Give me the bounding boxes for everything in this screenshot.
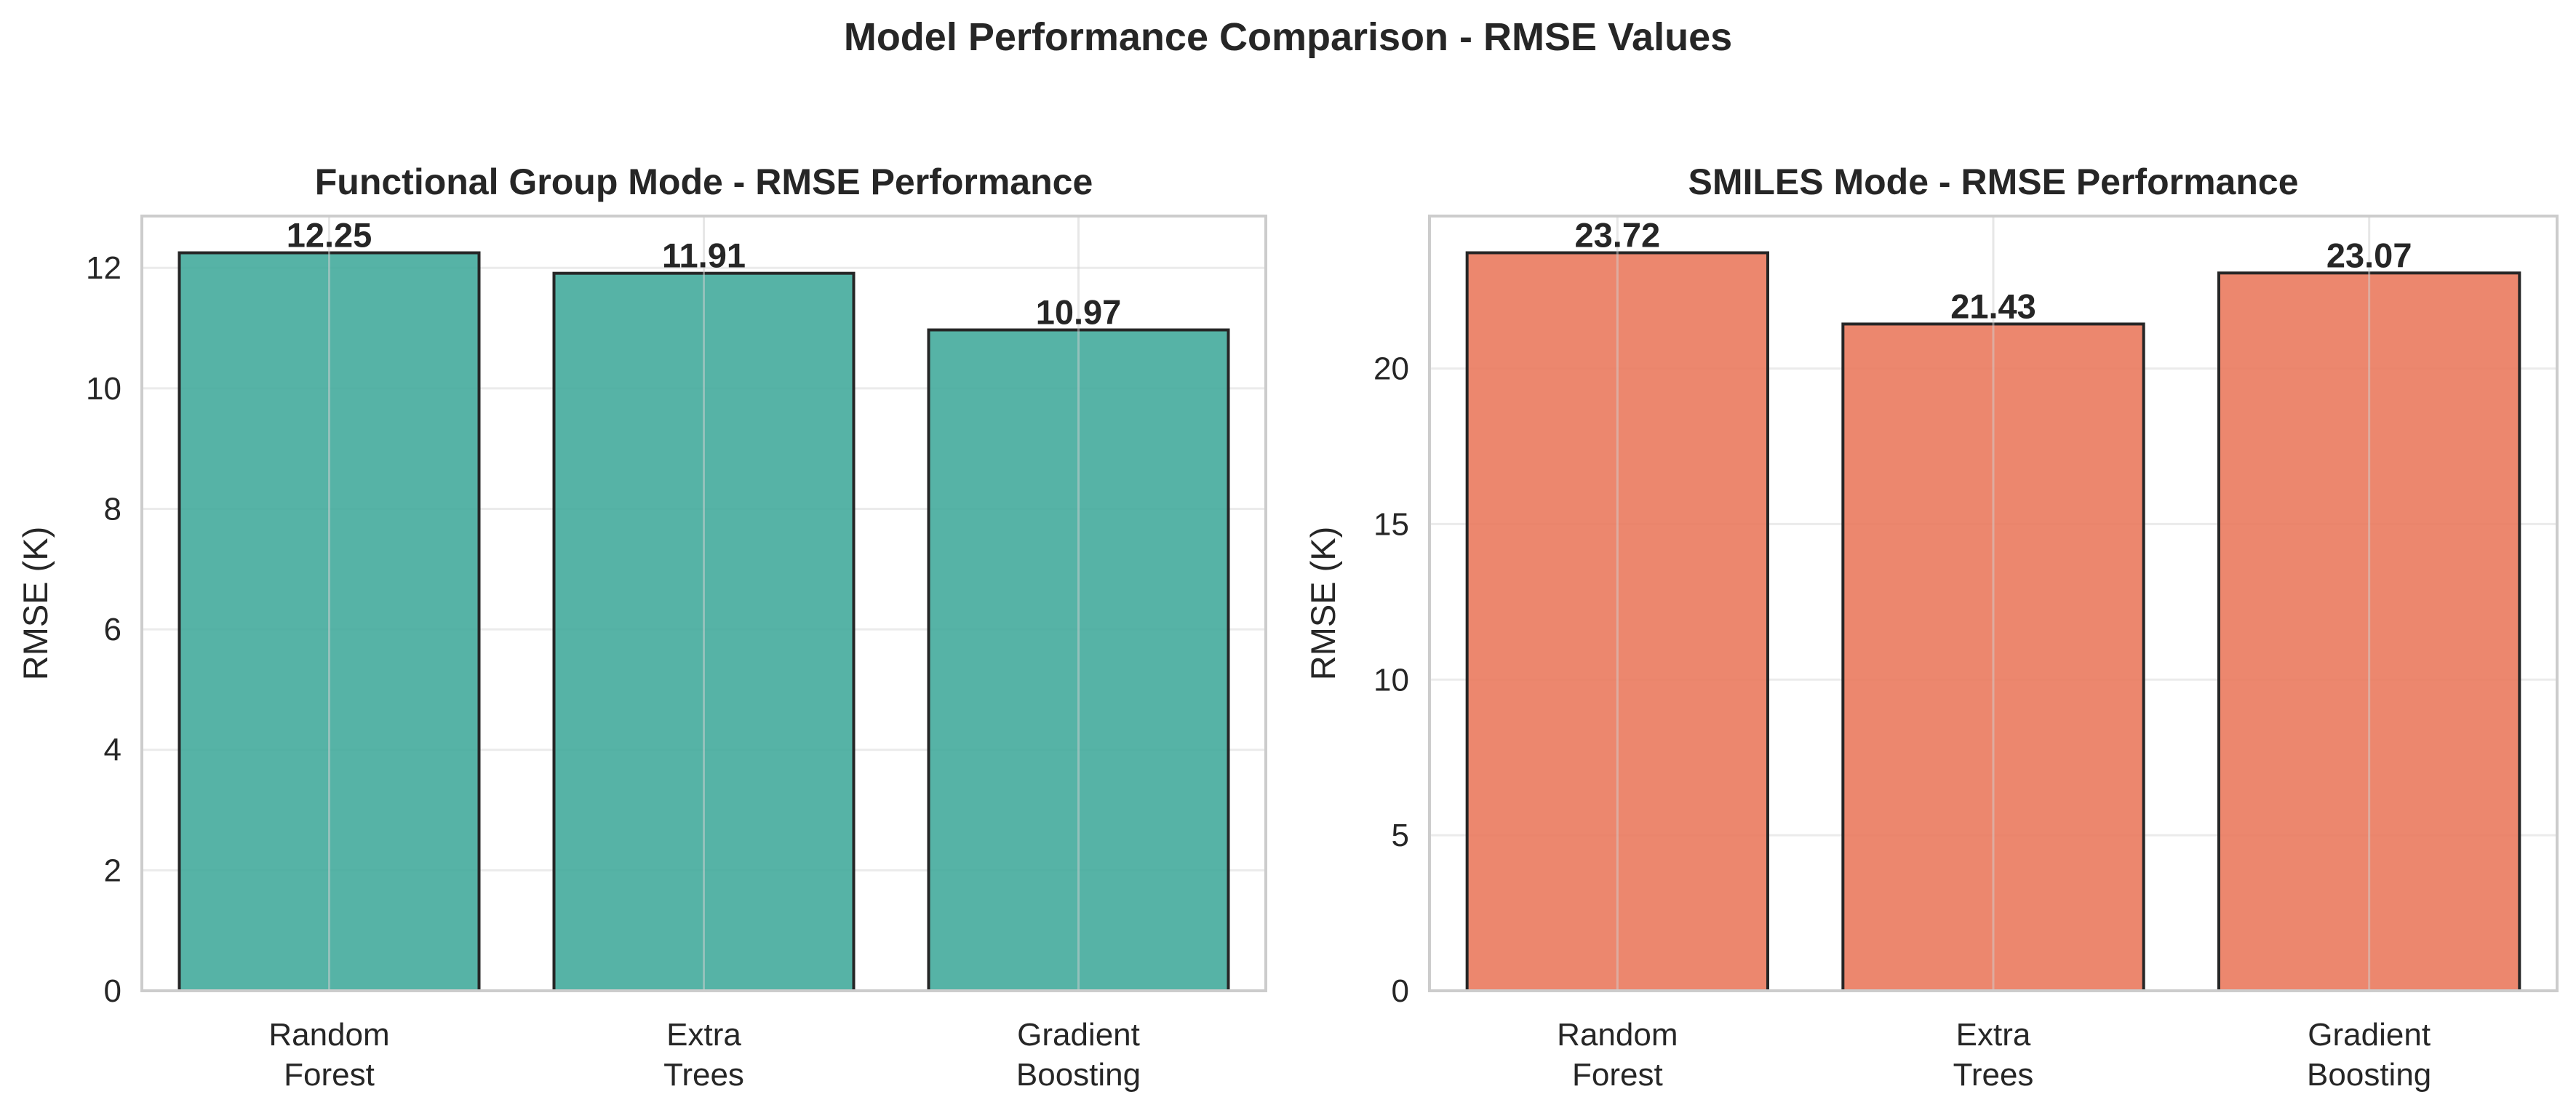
axes-frame bbox=[140, 215, 1267, 992]
y-tick-label: 0 bbox=[1392, 973, 1409, 1009]
y-tick-label: 0 bbox=[104, 973, 121, 1009]
x-tick-label: Random Forest bbox=[1557, 1017, 1678, 1093]
panel-title: SMILES Mode - RMSE Performance bbox=[1688, 161, 2298, 202]
figure-title: Model Performance Comparison - RMSE Valu… bbox=[843, 15, 1733, 59]
bar-value-label: 23.07 bbox=[2326, 236, 2412, 274]
x-tick-label: Random Forest bbox=[268, 1017, 389, 1093]
x-tick-label: Gradient Boosting bbox=[1016, 1017, 1141, 1093]
bar-value-label: 21.43 bbox=[1950, 287, 2036, 325]
y-tick-label: 15 bbox=[1373, 506, 1409, 542]
x-tick-label: Gradient Boosting bbox=[2307, 1017, 2431, 1093]
bar-value-label: 11.91 bbox=[662, 236, 746, 275]
y-tick-label: 20 bbox=[1373, 351, 1409, 387]
y-tick-label: 4 bbox=[104, 733, 121, 768]
y-tick-label: 8 bbox=[104, 491, 121, 527]
chart-panel-functional-group: 0 2 4 6 8 10 12 12.25 11.91 10.97 Random Forest Extr… bbox=[16, 161, 1267, 1093]
y-axis-label: RMSE (K) bbox=[1304, 527, 1342, 681]
y-tick-label: 10 bbox=[1373, 662, 1409, 698]
axes-frame bbox=[1428, 215, 2559, 992]
panel-title: Functional Group Mode - RMSE Performance bbox=[315, 161, 1093, 202]
bar-value-label: 23.72 bbox=[1575, 215, 1661, 254]
y-tick-label: 5 bbox=[1392, 818, 1409, 853]
x-tick-label: Extra Trees bbox=[1953, 1017, 2034, 1093]
y-tick-label: 10 bbox=[86, 371, 121, 407]
bar-value-label: 10.97 bbox=[1036, 293, 1122, 332]
y-tick-label: 6 bbox=[104, 612, 121, 647]
y-tick-label: 2 bbox=[104, 853, 121, 888]
y-tick-label: 12 bbox=[86, 250, 121, 286]
bar-value-label: 12.25 bbox=[287, 216, 372, 255]
y-axis-label: RMSE (K) bbox=[16, 527, 55, 681]
chart-panel-smiles: 0 5 10 15 20 23.72 21.43 23.07 Random Forest Extra… bbox=[1304, 161, 2559, 1093]
x-tick-label: Extra Trees bbox=[663, 1017, 744, 1093]
